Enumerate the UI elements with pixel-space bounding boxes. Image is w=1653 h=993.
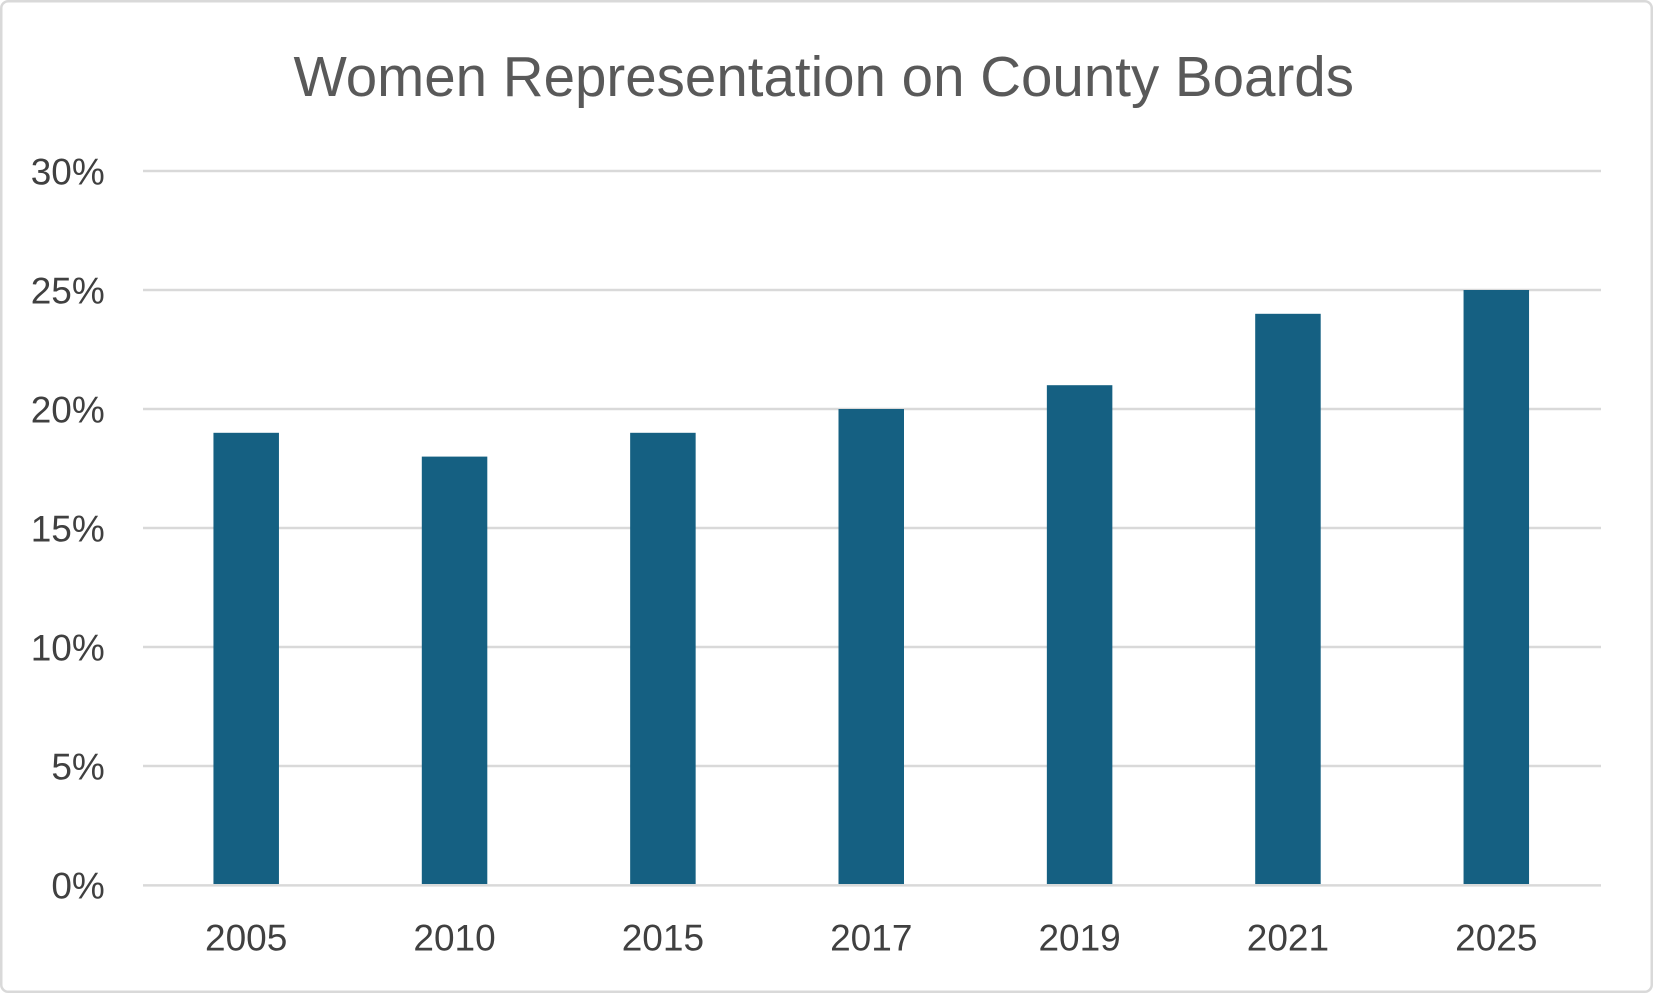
svg-text:Women Representation on County: Women Representation on County Boards [293, 45, 1354, 108]
svg-text:20%: 20% [31, 389, 105, 430]
svg-text:2017: 2017 [830, 918, 912, 959]
svg-text:10%: 10% [31, 627, 105, 668]
svg-text:15%: 15% [31, 508, 105, 549]
svg-text:30%: 30% [31, 151, 105, 192]
svg-text:25%: 25% [31, 270, 105, 311]
svg-text:2021: 2021 [1247, 918, 1329, 959]
svg-text:2015: 2015 [622, 918, 704, 959]
svg-text:2010: 2010 [413, 918, 495, 959]
svg-text:5%: 5% [51, 746, 104, 787]
svg-text:2005: 2005 [205, 918, 287, 959]
svg-text:0%: 0% [51, 865, 104, 906]
svg-text:2019: 2019 [1038, 918, 1120, 959]
svg-text:2025: 2025 [1455, 918, 1537, 959]
